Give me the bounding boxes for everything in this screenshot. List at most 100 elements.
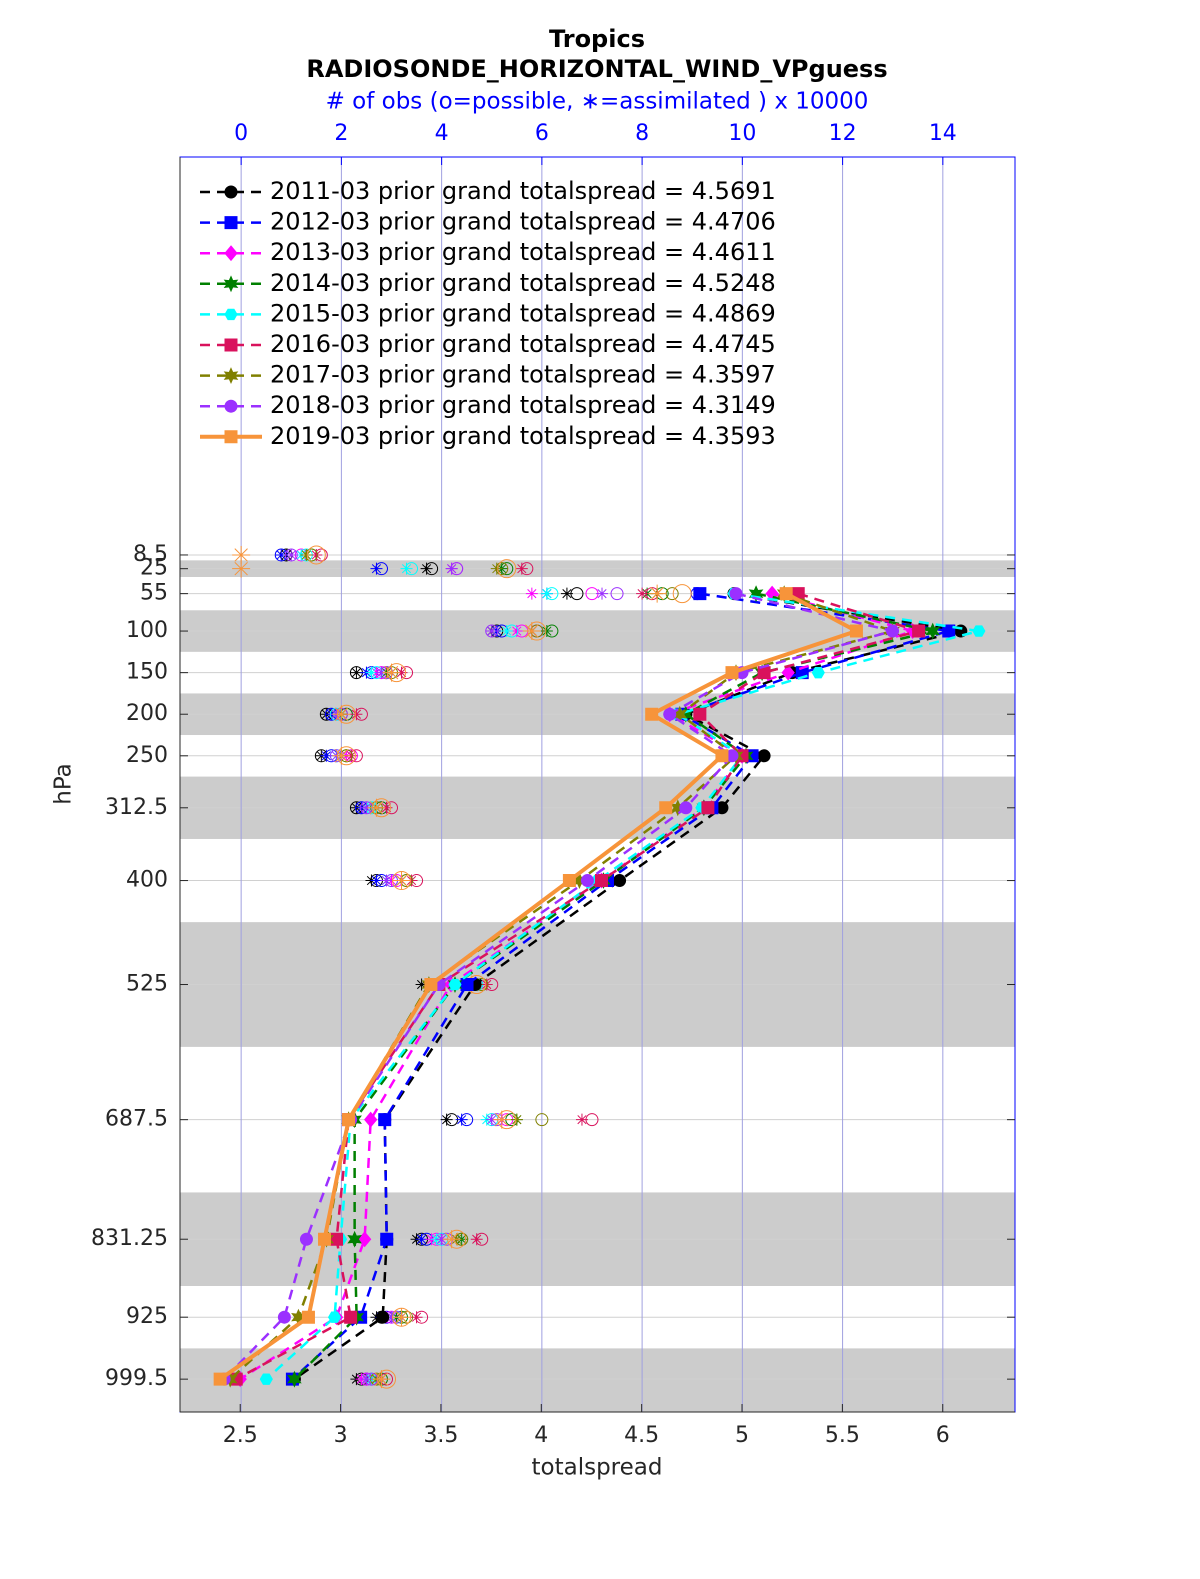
series-marker — [299, 1232, 313, 1246]
legend-marker — [224, 430, 238, 444]
obs-possible-marker — [284, 548, 298, 562]
obs-assimilated-marker — [370, 562, 383, 575]
series-marker — [287, 1370, 302, 1388]
legend-label: 2011-03 prior grand totalspread = 4.5691 — [270, 177, 776, 205]
series-marker — [701, 801, 715, 815]
series-marker — [693, 707, 707, 721]
obs-assimilated-marker — [540, 625, 553, 638]
obs-assimilated-marker — [382, 663, 401, 682]
series-marker — [318, 1232, 332, 1246]
series-marker — [781, 664, 795, 681]
obs-assimilated-marker — [360, 801, 373, 814]
obs-possible-marker — [455, 1232, 469, 1246]
series-marker — [358, 1231, 372, 1248]
obs-assimilated-marker — [350, 708, 363, 721]
obs-possible-marker — [535, 1113, 549, 1127]
obs-assimilated-marker — [232, 559, 251, 578]
legend-label: 2016-03 prior grand totalspread = 4.4745 — [270, 330, 776, 358]
obs-possible-marker — [585, 1113, 599, 1127]
obs-possible-marker — [530, 624, 544, 638]
obs-assimilated-marker — [510, 625, 523, 638]
y-tick-label: 999.5 — [105, 1366, 168, 1391]
x2-tick-label: 8 — [635, 121, 649, 146]
series-marker — [580, 874, 594, 888]
obs-possible-marker — [505, 624, 519, 638]
obs-assimilated-marker — [392, 871, 411, 890]
legend-marker — [224, 399, 238, 413]
obs-possible-marker — [450, 562, 464, 576]
series-marker — [562, 874, 576, 888]
obs-possible-marker — [385, 801, 399, 815]
obs-assimilated-marker — [332, 746, 351, 765]
series-line — [291, 592, 950, 1381]
obs-possible-marker — [354, 707, 368, 721]
series-marker — [972, 625, 986, 637]
obs-possible-marker — [405, 562, 419, 576]
obs-assimilated-marker — [415, 1233, 428, 1246]
obs-assimilated-marker — [480, 978, 493, 991]
obs-assimilated-marker — [500, 625, 513, 638]
legend-marker — [224, 308, 238, 321]
obs-assimilated-marker — [435, 1233, 448, 1246]
obs-possible-marker — [425, 562, 439, 576]
obs-possible-marker — [400, 666, 414, 680]
series-marker — [779, 587, 793, 601]
legend-label: 2019-03 prior grand totalspread = 4.3593 — [270, 422, 776, 450]
obs-assimilated-marker — [310, 548, 323, 561]
series-marker — [757, 749, 771, 763]
legend-label: 2018-03 prior grand totalspread = 4.3149 — [270, 391, 776, 419]
y-tick-label: 312.5 — [105, 795, 168, 820]
legend-marker — [223, 275, 239, 293]
obs-assimilated-marker — [648, 584, 667, 603]
series-marker — [715, 801, 729, 815]
obs-assimilated-marker — [350, 666, 363, 679]
obs-assimilated-marker — [575, 1113, 588, 1126]
series-marker — [663, 707, 677, 721]
obs-possible-marker — [400, 874, 414, 888]
obs-assimilated-marker — [442, 1230, 461, 1249]
series-marker — [729, 587, 743, 601]
series-marker — [364, 1111, 378, 1128]
x-tick-label: 6 — [936, 1423, 950, 1448]
series-marker — [613, 874, 627, 888]
series-marker — [659, 801, 673, 815]
series-marker — [327, 1311, 342, 1323]
chart-title: Tropics — [549, 25, 645, 53]
obs-possible-marker — [314, 548, 328, 562]
obs-possible-marker — [349, 749, 363, 763]
y-tick-label: 525 — [126, 972, 168, 997]
series-marker — [342, 1113, 356, 1127]
x-tick-label: 3.5 — [423, 1423, 458, 1448]
series-marker — [380, 1232, 394, 1246]
series-marker — [376, 1310, 390, 1324]
x-axis-label: totalspread — [532, 1455, 663, 1481]
legend-marker — [224, 216, 238, 230]
series-marker — [595, 874, 609, 888]
series-marker — [347, 1230, 362, 1248]
x-tick-label: 5.5 — [825, 1423, 860, 1448]
y-tick-label: 150 — [126, 660, 168, 685]
obs-assimilated-marker — [492, 1110, 511, 1129]
series-marker — [460, 978, 474, 992]
x2-tick-label: 6 — [535, 121, 549, 146]
y-tick-label: 100 — [126, 618, 168, 643]
obs-assimilated-marker — [485, 1113, 498, 1126]
series-marker — [277, 1310, 291, 1324]
obs-assimilated-marker — [375, 666, 388, 679]
series-marker — [886, 624, 900, 638]
series-marker — [645, 707, 659, 721]
series-marker — [715, 749, 729, 763]
obs-assimilated-marker — [300, 548, 313, 561]
obs-assimilated-marker — [560, 587, 573, 600]
chart-subtitle: RADIOSONDE_HORIZONTAL_WIND_VPguess — [306, 55, 887, 83]
y-tick-label: 831.25 — [91, 1226, 168, 1251]
obs-assimilated-marker — [470, 1233, 483, 1246]
obs-assimilated-marker — [275, 548, 288, 561]
obs-assimilated-marker — [360, 1373, 373, 1386]
x2-tick-label: 12 — [829, 121, 857, 146]
obs-assimilated-marker — [232, 545, 251, 564]
obs-possible-marker — [415, 1310, 429, 1324]
obs-assimilated-marker — [515, 562, 528, 575]
obs-assimilated-marker — [380, 874, 393, 887]
